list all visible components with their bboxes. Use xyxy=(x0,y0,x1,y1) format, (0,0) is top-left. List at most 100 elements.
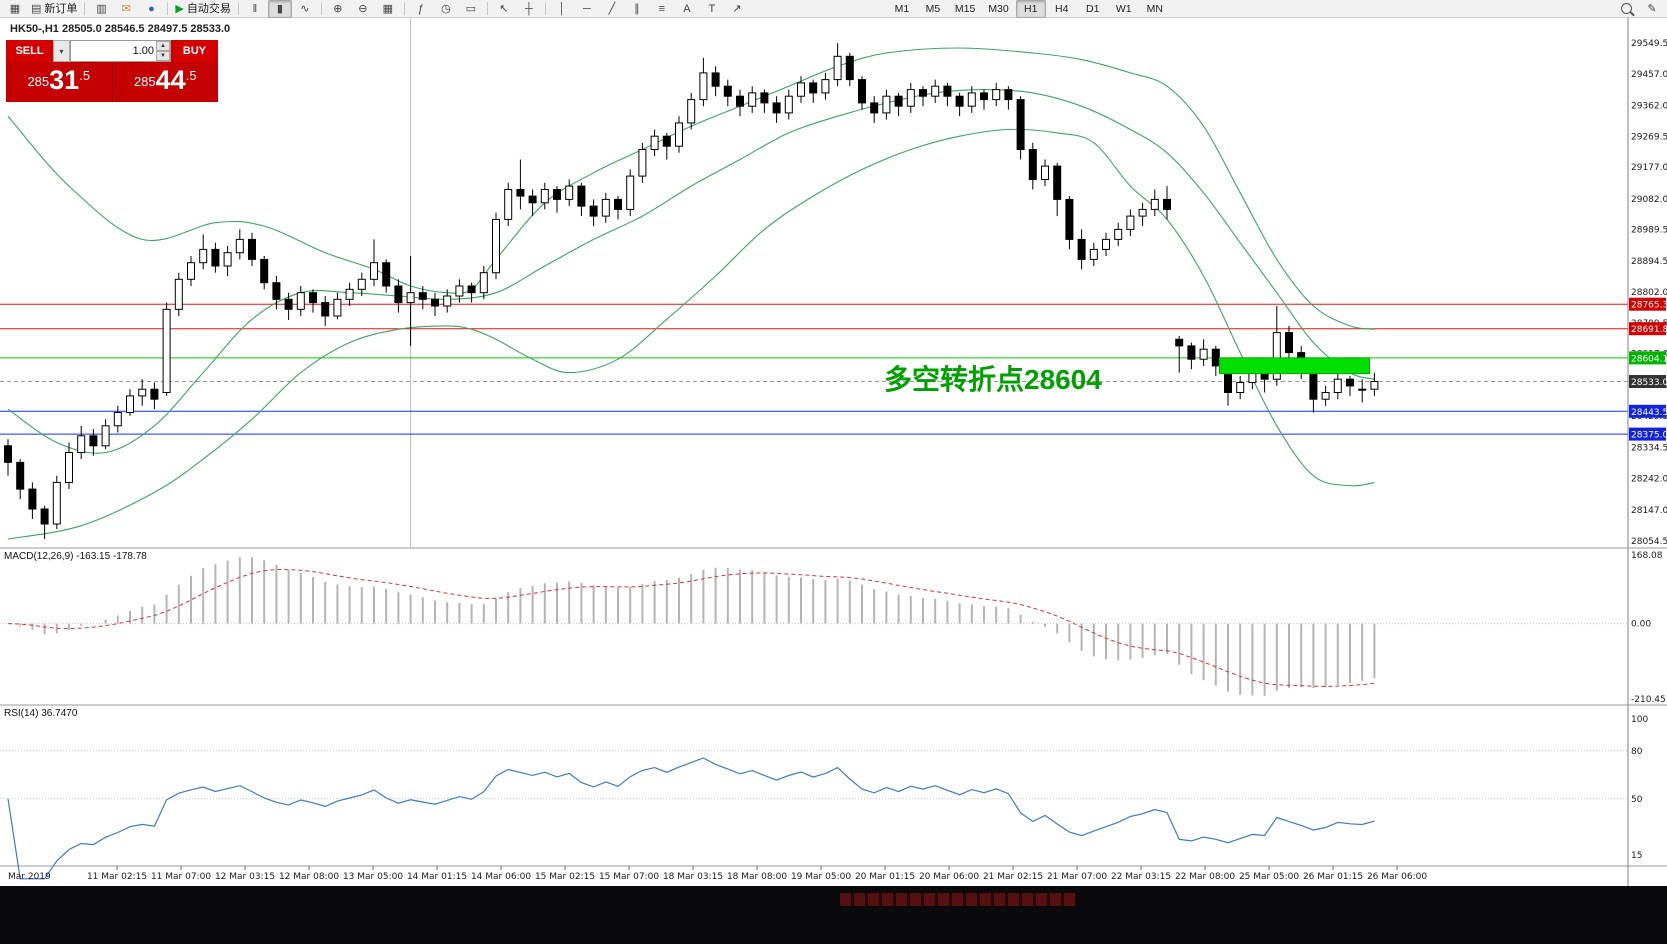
svg-text:15 Mar 07:00: 15 Mar 07:00 xyxy=(599,872,659,882)
quick-edit-button[interactable]: ✎ xyxy=(1640,0,1664,18)
sell-button[interactable]: SELL xyxy=(6,40,53,62)
sell-price[interactable]: 285 31.5 xyxy=(6,62,113,102)
new-chart-button[interactable]: ▦ xyxy=(3,0,27,18)
svg-text:29457.0: 29457.0 xyxy=(1631,70,1667,80)
svg-text:14 Mar 06:00: 14 Mar 06:00 xyxy=(471,872,531,882)
svg-text:28989.5: 28989.5 xyxy=(1631,226,1667,236)
new-order-icon: ▤ xyxy=(31,2,42,15)
svg-text:12 Mar 03:15: 12 Mar 03:15 xyxy=(215,872,275,882)
charts-list-button[interactable]: ▥ xyxy=(89,0,113,18)
svg-text:29362.0: 29362.0 xyxy=(1631,102,1667,112)
timeframe-toolbar: M1 M5 M15 M30 H1 H4 D1 W1 MN xyxy=(887,0,1170,18)
cursor-icon: ↖ xyxy=(499,2,509,15)
news-button[interactable]: ✉ xyxy=(114,0,138,18)
toolbar: ▦ ▤ 新订单 ▥ ✉ ● ▶ 自动交易 ‖ ▮ ∿ ⊕ ⊖ ▦ ƒ ◷ ▭ ↖ ┼ │ ─ ╱ ∥ ≡ A T ↗ M1 M5 M15… xyxy=(0,0,1667,18)
svg-text:26 Mar 06:00: 26 Mar 06:00 xyxy=(1367,872,1427,882)
crosshair-button[interactable]: ┼ xyxy=(517,0,541,18)
svg-text:29549.5: 29549.5 xyxy=(1631,39,1667,49)
timeframe-w1-button[interactable]: W1 xyxy=(1115,2,1132,15)
order-type-dropdown[interactable]: ▾ xyxy=(53,40,70,62)
svg-text:18 Mar 03:15: 18 Mar 03:15 xyxy=(663,872,723,882)
search-button[interactable] xyxy=(1614,0,1638,18)
line-chart-button[interactable]: ∿ xyxy=(293,0,317,18)
trendline-button[interactable]: ╱ xyxy=(600,0,624,18)
text-icon: A xyxy=(683,2,691,15)
autotrading-button[interactable]: ▶ 自动交易 xyxy=(172,0,233,18)
fibonacci-button[interactable]: ≡ xyxy=(650,0,674,18)
svg-text:28443.5: 28443.5 xyxy=(1631,408,1667,418)
timeframe-m15-button[interactable]: M15 xyxy=(954,2,976,15)
candlestick-chart-button[interactable]: ▮ xyxy=(267,0,292,18)
svg-text:80: 80 xyxy=(1631,747,1643,757)
toolbar-separator xyxy=(403,2,405,15)
equidistant-channel-icon: ∥ xyxy=(634,2,640,15)
svg-text:28604.1: 28604.1 xyxy=(1631,354,1667,364)
volume-down-button[interactable]: ▼ xyxy=(156,51,170,61)
svg-text:19 Mar 05:00: 19 Mar 05:00 xyxy=(791,872,851,882)
periods-button[interactable]: ◷ xyxy=(434,0,458,18)
tile-windows-icon: ▦ xyxy=(382,2,394,15)
cursor-button[interactable]: ↖ xyxy=(492,0,516,18)
buy-button[interactable]: BUY xyxy=(171,40,218,62)
timeframe-m1-button[interactable]: M1 xyxy=(894,2,910,15)
chart-symbol-header: HK50-,H1 28505.0 28546.5 28497.5 28533.0 xyxy=(10,23,231,35)
svg-text:28054.5: 28054.5 xyxy=(1631,537,1667,547)
timeframe-mn-button[interactable]: MN xyxy=(1146,2,1163,15)
tile-windows-button[interactable]: ▦ xyxy=(376,0,400,18)
candlestick-chart-icon: ▮ xyxy=(276,2,283,15)
mql5-community-icon: ● xyxy=(148,2,155,15)
svg-text:28147.0: 28147.0 xyxy=(1631,506,1667,516)
horizontal-line-button[interactable]: ─ xyxy=(575,0,599,18)
svg-text:29269.5: 29269.5 xyxy=(1631,132,1667,142)
timeframe-d1-button[interactable]: D1 xyxy=(1086,2,1100,15)
svg-text:26 Mar 01:15: 26 Mar 01:15 xyxy=(1303,872,1363,882)
timeframe-h4-button[interactable]: H4 xyxy=(1055,2,1069,15)
volume-value[interactable]: 1.00 xyxy=(132,45,154,57)
new-order-button[interactable]: ▤ 新订单 xyxy=(28,0,80,18)
zoom-in-button[interactable]: ⊕ xyxy=(326,0,350,18)
indicators-button[interactable]: ƒ xyxy=(409,0,433,18)
toolbar-separator xyxy=(167,2,169,15)
text-button[interactable]: A xyxy=(675,0,699,18)
new-chart-icon: ▦ xyxy=(9,2,21,15)
templates-button[interactable]: ▭ xyxy=(459,0,483,18)
svg-text:29082.0: 29082.0 xyxy=(1631,195,1667,205)
svg-text:14 Mar 01:15: 14 Mar 01:15 xyxy=(407,872,467,882)
timeframe-h1-button[interactable]: H1 xyxy=(1015,0,1046,18)
periods-icon: ◷ xyxy=(441,2,451,15)
text-label-button[interactable]: T xyxy=(700,0,724,18)
arrows-button[interactable]: ↗ xyxy=(725,0,749,18)
svg-text:29177.0: 29177.0 xyxy=(1631,163,1667,173)
equidistant-channel-button[interactable]: ∥ xyxy=(625,0,649,18)
arrows-icon: ↗ xyxy=(732,2,742,15)
mql5-community-button[interactable]: ● xyxy=(139,0,163,18)
status-bar xyxy=(0,886,1667,944)
svg-text:28375.0: 28375.0 xyxy=(1631,431,1667,441)
svg-text:28533.0: 28533.0 xyxy=(1631,378,1667,388)
toolbar-separator xyxy=(237,2,239,15)
price-chart[interactable]: 29549.5 29457.0 29362.0 29269.5 29177.0 29082… xyxy=(0,0,1667,886)
timeframe-m5-button[interactable]: M5 xyxy=(925,2,941,15)
svg-text:22 Mar 03:15: 22 Mar 03:15 xyxy=(1111,872,1171,882)
svg-text:21 Mar 07:00: 21 Mar 07:00 xyxy=(1047,872,1107,882)
news-icon: ✉ xyxy=(121,2,132,15)
bar-chart-button[interactable]: ‖ xyxy=(243,0,267,18)
volume-field[interactable]: 1.00 ▲ ▼ xyxy=(70,40,171,62)
volume-up-button[interactable]: ▲ xyxy=(156,41,170,51)
zoom-out-button[interactable]: ⊖ xyxy=(351,0,375,18)
timeframe-m30-button[interactable]: M30 xyxy=(988,2,1009,15)
svg-text:15 Mar 02:15: 15 Mar 02:15 xyxy=(535,872,595,882)
bar-chart-icon: ‖ xyxy=(252,2,258,15)
autotrading-icon: ▶ xyxy=(175,2,184,15)
svg-text:18 Mar 08:00: 18 Mar 08:00 xyxy=(727,872,787,882)
vertical-line-button[interactable]: │ xyxy=(550,0,574,18)
svg-text:11 Mar 07:00: 11 Mar 07:00 xyxy=(151,872,211,882)
buy-price[interactable]: 285 44.5 xyxy=(112,62,218,102)
fibonacci-icon: ≡ xyxy=(658,2,666,15)
new-order-label: 新订单 xyxy=(44,2,78,15)
toolbar-buttons: ▦ ▤ 新订单 ▥ ✉ ● ▶ 自动交易 ‖ ▮ ∿ ⊕ ⊖ ▦ ƒ ◷ ▭ ↖ ┼ │ ─ ╱ ∥ ≡ A T ↗ xyxy=(3,0,749,18)
svg-text:11 Mar 02:15: 11 Mar 02:15 xyxy=(87,872,147,882)
toolbar-separator xyxy=(320,2,322,15)
svg-text:28894.5: 28894.5 xyxy=(1631,257,1667,267)
